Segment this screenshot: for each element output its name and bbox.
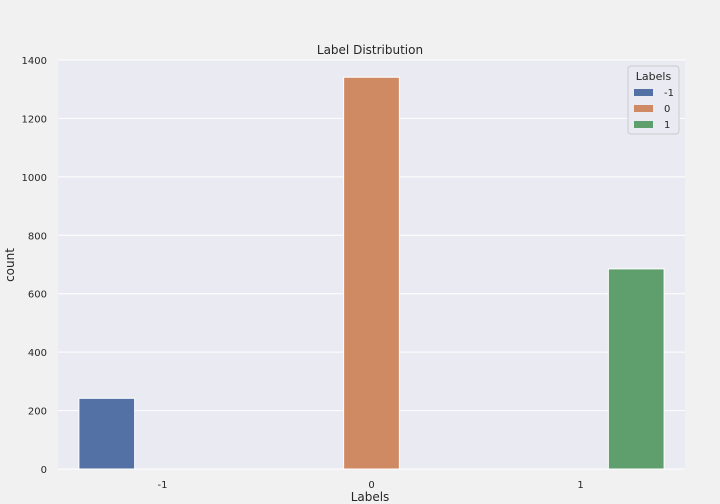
y-tick-label: 1000: [22, 173, 47, 184]
legend-label: 1: [664, 120, 670, 131]
y-axis-ticks: 0 200 400 600 800 1000 1200 1400: [22, 56, 47, 476]
y-tick-label: 200: [28, 407, 47, 418]
y-tick-label: 400: [28, 348, 47, 359]
x-tick-label: 0: [368, 480, 374, 491]
bar-1: [607, 268, 665, 470]
legend-swatch--1: [634, 89, 653, 96]
y-axis-label: count: [3, 248, 17, 282]
x-axis-label: Labels: [351, 490, 390, 504]
legend-title: Labels: [636, 70, 672, 83]
y-tick-label: 1200: [22, 114, 47, 125]
legend-label: 0: [664, 104, 670, 115]
bar-0: [343, 76, 400, 470]
y-tick-label: 600: [28, 290, 47, 301]
y-tick-label: 1400: [22, 56, 47, 67]
chart-title: Label Distribution: [317, 43, 423, 57]
x-tick-label: 1: [577, 480, 583, 491]
legend-swatch-1: [634, 121, 653, 128]
x-tick-label: -1: [158, 480, 168, 491]
bars: [78, 76, 665, 470]
legend-swatch-0: [634, 105, 653, 112]
y-tick-label: 0: [41, 465, 47, 476]
legend: Labels -1 0 1: [627, 65, 680, 135]
x-axis-ticks: -1 0 1: [158, 480, 584, 491]
y-tick-label: 800: [28, 231, 47, 242]
legend-label: -1: [664, 88, 674, 99]
legend-box: [627, 65, 680, 135]
bar--1: [78, 397, 136, 470]
